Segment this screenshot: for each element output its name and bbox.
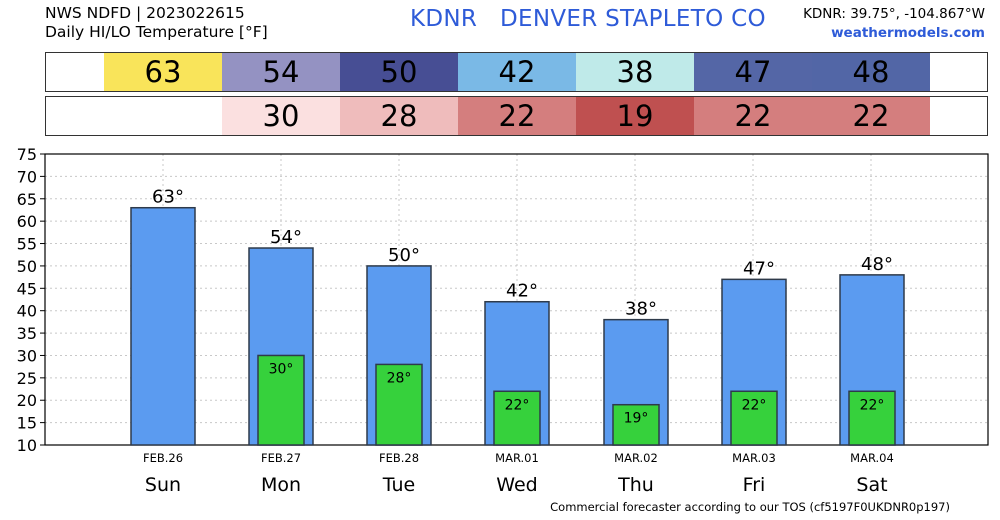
y-tick-label: 75 bbox=[17, 145, 37, 164]
low-bar bbox=[730, 390, 778, 446]
y-tick-label: 70 bbox=[17, 167, 37, 186]
coords-text: KDNR: 39.75°, -104.867°W bbox=[803, 6, 985, 22]
high-temp-cell: 48 bbox=[812, 53, 930, 91]
high-value-label: 47° bbox=[743, 258, 775, 279]
day-label: Fri bbox=[743, 474, 766, 496]
header-right-block: KDNR: 39.75°, -104.867°W weathermodels.c… bbox=[803, 5, 985, 43]
low-value-label: 28° bbox=[387, 370, 412, 386]
y-tick-label: 55 bbox=[17, 235, 37, 254]
y-tick-label: 65 bbox=[17, 190, 37, 209]
high-temp-cell: 50 bbox=[340, 53, 458, 91]
high-temp-cell: 54 bbox=[222, 53, 340, 91]
station-title: KDNR DENVER STAPLETO CO bbox=[410, 6, 766, 32]
y-tick-label: 30 bbox=[17, 346, 37, 365]
low-bar bbox=[493, 390, 541, 446]
y-tick-label: 25 bbox=[17, 369, 37, 388]
high-temp-cell: 42 bbox=[458, 53, 576, 91]
day-label: Wed bbox=[496, 474, 537, 496]
site-link[interactable]: weathermodels.com bbox=[831, 25, 985, 41]
low-value-label: 22° bbox=[860, 397, 885, 413]
low-bar bbox=[848, 390, 896, 446]
date-label: FEB.27 bbox=[261, 451, 301, 465]
low-bar bbox=[612, 403, 660, 446]
y-tick-label: 50 bbox=[17, 257, 37, 276]
variable-line: Daily HI/LO Temperature [°F] bbox=[45, 23, 268, 41]
day-label: Sat bbox=[856, 474, 887, 496]
date-label: MAR.02 bbox=[614, 451, 658, 465]
y-tick-label: 10 bbox=[17, 436, 37, 455]
high-value-label: 50° bbox=[388, 245, 420, 266]
date-label: MAR.01 bbox=[495, 451, 539, 465]
low-value-label: 22° bbox=[742, 397, 767, 413]
low-value-label: 30° bbox=[269, 361, 294, 377]
low-bar bbox=[375, 363, 423, 446]
high-temp-cell: 63 bbox=[104, 53, 222, 91]
y-tick-label: 20 bbox=[17, 391, 37, 410]
day-label: Thu bbox=[617, 474, 654, 496]
low-temp-cell: 30 bbox=[222, 97, 340, 135]
product-line: NWS NDFD | 2023022615 bbox=[45, 4, 245, 22]
low-temp-cell bbox=[104, 97, 222, 135]
footer-note: Commercial forecaster according to our T… bbox=[550, 500, 950, 514]
high-bar bbox=[130, 206, 196, 446]
low-value-label: 22° bbox=[505, 397, 530, 413]
header-title-block: NWS NDFD | 2023022615 Daily HI/LO Temper… bbox=[45, 4, 268, 42]
high-value-label: 38° bbox=[625, 299, 657, 320]
low-value-label: 19° bbox=[624, 411, 649, 427]
y-tick-label: 15 bbox=[17, 414, 37, 433]
y-tick-label: 60 bbox=[17, 212, 37, 231]
low-temp-cell: 22 bbox=[694, 97, 812, 135]
high-temperature-strip: 63 54 50 42 38 47 48 bbox=[45, 52, 988, 92]
y-tick-label: 35 bbox=[17, 324, 37, 343]
low-temp-cell: 22 bbox=[458, 97, 576, 135]
high-value-label: 54° bbox=[270, 227, 302, 248]
high-value-label: 42° bbox=[506, 281, 538, 302]
low-temp-cell: 22 bbox=[812, 97, 930, 135]
high-value-label: 48° bbox=[861, 254, 893, 275]
date-label: FEB.28 bbox=[379, 451, 419, 465]
y-tick-label: 40 bbox=[17, 302, 37, 321]
low-temperature-strip: 30 28 22 19 22 22 bbox=[45, 96, 988, 136]
high-temp-cell: 38 bbox=[576, 53, 694, 91]
low-temp-cell: 28 bbox=[340, 97, 458, 135]
day-label: Sun bbox=[145, 474, 181, 496]
date-label: MAR.03 bbox=[732, 451, 776, 465]
date-label: MAR.04 bbox=[850, 451, 894, 465]
y-tick-label: 45 bbox=[17, 279, 37, 298]
high-value-label: 63° bbox=[152, 187, 184, 208]
day-label: Mon bbox=[261, 474, 301, 496]
date-label: FEB.26 bbox=[143, 451, 183, 465]
low-bar bbox=[257, 354, 305, 446]
low-temp-cell: 19 bbox=[576, 97, 694, 135]
high-temp-cell: 47 bbox=[694, 53, 812, 91]
day-label: Tue bbox=[382, 474, 415, 496]
